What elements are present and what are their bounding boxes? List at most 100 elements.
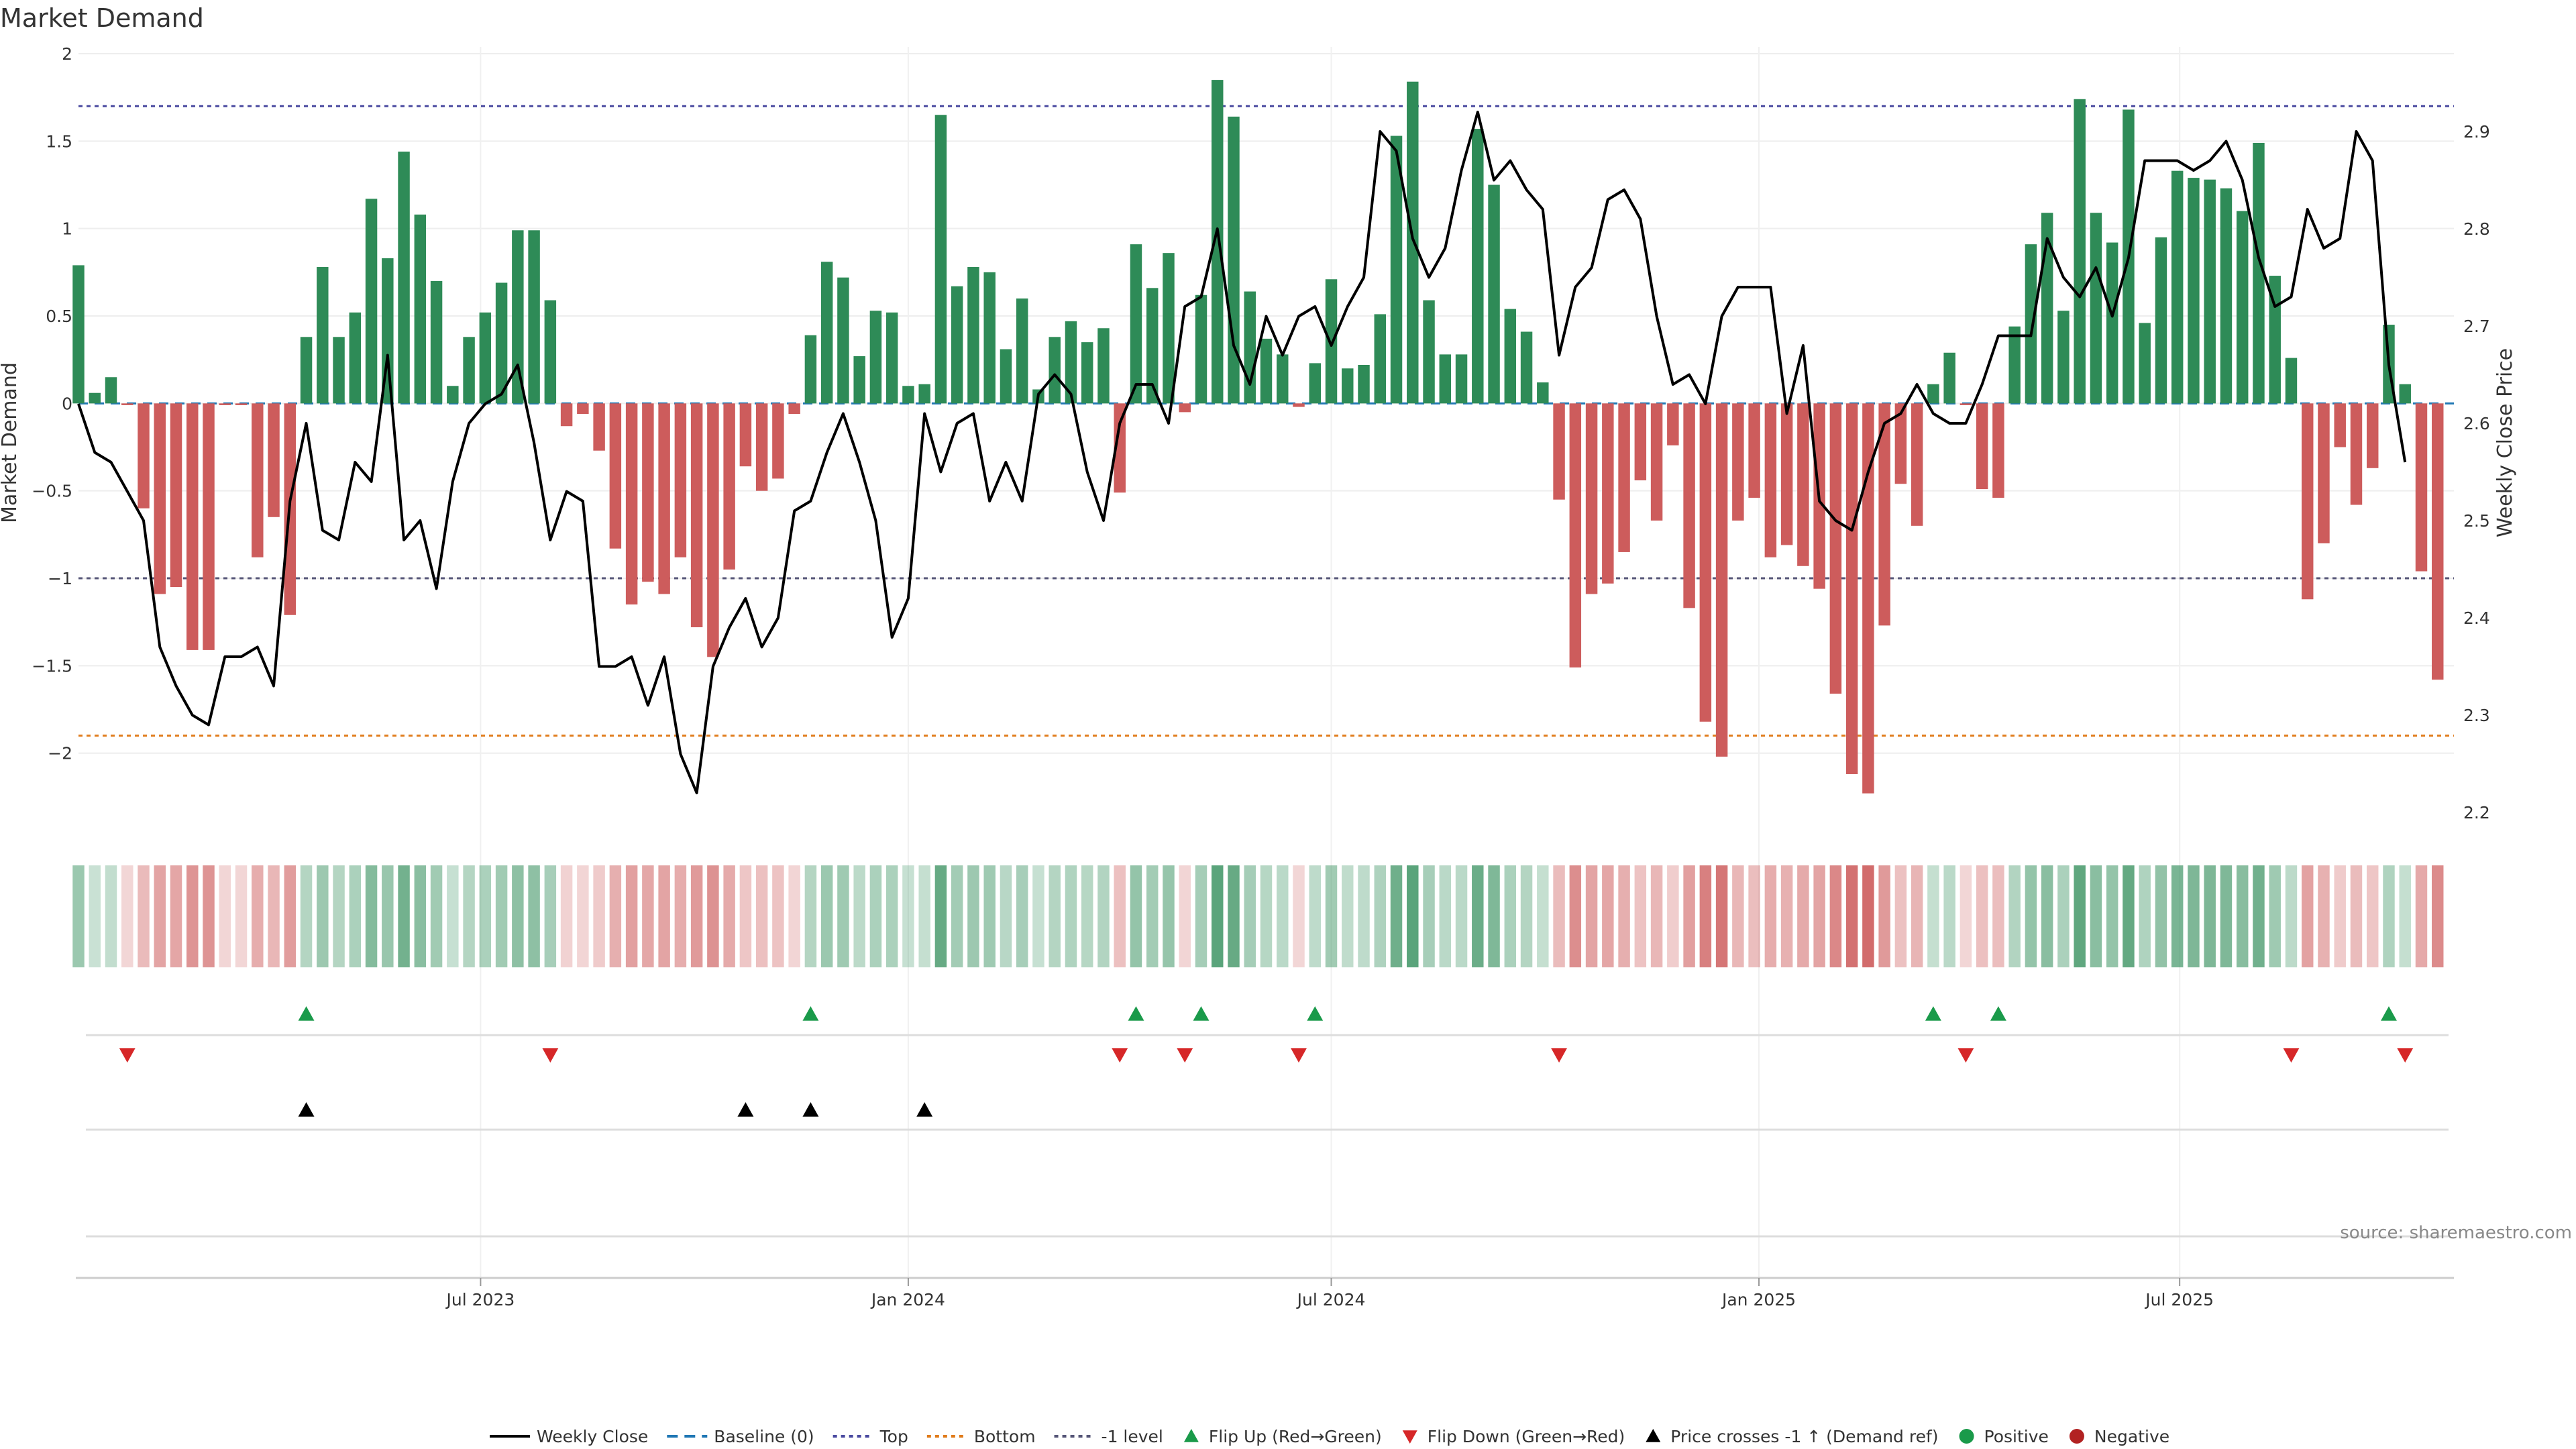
demand-bar <box>105 377 117 404</box>
right-axis-label: Weekly Close Price <box>2493 348 2517 537</box>
demand-strip-cell <box>300 865 313 967</box>
demand-strip-cell <box>2350 865 2363 967</box>
demand-bar <box>235 403 248 405</box>
demand-bar <box>1390 136 1403 404</box>
demand-bar <box>1683 403 1695 608</box>
demand-bar <box>1797 403 1809 566</box>
demand-bar <box>1114 403 1126 493</box>
demand-bar <box>2367 403 2379 468</box>
demand-bar <box>625 403 638 605</box>
demand-strip-cell <box>918 865 930 967</box>
left-tick-label: −2 <box>48 744 72 763</box>
demand-bar <box>1569 403 1582 667</box>
demand-bar <box>755 403 768 491</box>
demand-bar <box>2171 170 2184 404</box>
demand-strip-cell <box>186 865 199 967</box>
demand-bar <box>495 282 508 404</box>
demand-bar <box>1212 80 1224 404</box>
demand-strip-cell <box>1455 865 1468 967</box>
legend: Weekly Close Baseline (0) Top Bottom -1 leve… <box>490 1427 2169 1446</box>
right-tick-label: 2.2 <box>2463 803 2490 822</box>
flip-down-marker <box>1177 1048 1193 1063</box>
demand-strip-cell <box>2399 865 2411 967</box>
demand-bar <box>1049 337 1061 404</box>
demand-strip-cell <box>544 865 557 967</box>
right-tick-label: 2.7 <box>2463 317 2490 336</box>
x-tick-label: Jan 2024 <box>870 1290 945 1309</box>
demand-strip-cell <box>1000 865 1012 967</box>
demand-bar <box>1764 403 1777 557</box>
demand-bar <box>951 286 963 404</box>
demand-strip-cell <box>138 865 150 967</box>
demand-bar <box>2236 211 2249 404</box>
demand-bar <box>2090 213 2102 404</box>
demand-strip-cell <box>1748 865 1760 967</box>
demand-strip-cell <box>1683 865 1695 967</box>
demand-bar <box>2106 242 2118 404</box>
demand-bar <box>2204 179 2216 404</box>
demand-strip-cell <box>495 865 508 967</box>
demand-strip-cell <box>658 865 670 967</box>
demand-bar <box>658 403 670 594</box>
demand-strip-cell <box>1520 865 1533 967</box>
demand-strip-cell <box>2090 865 2102 967</box>
demand-bars <box>72 80 2444 794</box>
demand-strip-cell <box>479 865 492 967</box>
demand-bar <box>430 280 443 404</box>
demand-strip-cell <box>674 865 687 967</box>
demand-bar <box>1228 116 1240 404</box>
demand-bar <box>1342 368 1354 404</box>
demand-bar <box>1455 354 1468 404</box>
demand-strip-cell <box>577 865 589 967</box>
demand-strip-cell <box>1097 865 1110 967</box>
left-tick-label: −1.5 <box>32 656 72 676</box>
demand-strip-cell <box>2318 865 2330 967</box>
demand-strip-cell <box>1244 865 1256 967</box>
demand-bar <box>2399 384 2411 404</box>
demand-strip-cell <box>2415 865 2428 967</box>
demand-strip-cell <box>2285 865 2298 967</box>
demand-strip-cell <box>1228 865 1240 967</box>
demand-bar <box>788 403 800 414</box>
legend-swatch-circle <box>2069 1429 2084 1444</box>
demand-bar <box>577 403 589 414</box>
event-markers <box>119 1006 2414 1117</box>
demand-bar <box>2025 244 2037 404</box>
demand-strip-cell <box>1065 865 1077 967</box>
demand-strip-cell <box>1780 865 1793 967</box>
demand-strip-cell <box>804 865 817 967</box>
demand-strip-cell <box>2074 865 2086 967</box>
demand-strip-cell <box>2171 865 2184 967</box>
demand-strip-cell <box>951 865 963 967</box>
demand-strip-cell <box>885 865 898 967</box>
legend-item: Top <box>833 1427 908 1446</box>
demand-bar <box>560 403 573 427</box>
left-tick-label: 1 <box>62 219 72 239</box>
demand-bar <box>1000 349 1012 404</box>
demand-bar <box>593 403 605 451</box>
demand-strip-cell <box>2383 865 2395 967</box>
demand-strip-cell <box>463 865 475 967</box>
demand-bar <box>1829 403 1842 694</box>
legend-label: -1 level <box>1102 1427 1163 1446</box>
flip-down-marker <box>1551 1048 1568 1063</box>
legend-item: -1 level <box>1054 1427 1163 1446</box>
demand-bar <box>2074 99 2086 404</box>
demand-strip-cell <box>1927 865 1939 967</box>
demand-bar <box>1097 328 1110 404</box>
left-axis-label: Market Demand <box>0 362 21 523</box>
demand-strip-cell <box>1862 865 1874 967</box>
legend-item: Flip Up (Red→Green) <box>1183 1427 1382 1446</box>
left-tick-label: 2 <box>62 44 72 64</box>
demand-bar <box>463 337 475 404</box>
flip-up-marker <box>1128 1006 1144 1021</box>
demand-bar <box>1504 309 1517 404</box>
demand-strip-cell <box>414 865 427 967</box>
demand-bar <box>1715 403 1728 757</box>
legend-label: Flip Up (Red→Green) <box>1209 1427 1382 1446</box>
demand-strip-cell <box>1732 865 1744 967</box>
price-cross-marker <box>802 1102 819 1117</box>
demand-bar <box>1911 403 1923 526</box>
demand-strip-cell <box>723 865 735 967</box>
demand-strip-cell <box>2301 865 2314 967</box>
